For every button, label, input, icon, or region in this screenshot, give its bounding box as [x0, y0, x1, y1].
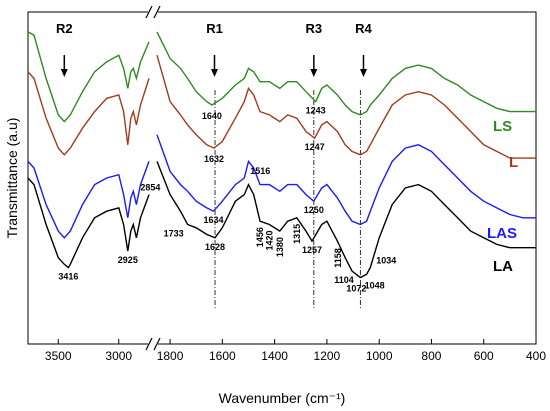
- series-line-l: [156, 55, 536, 159]
- region-label-r2: R2: [56, 21, 73, 36]
- series-line-l: [27, 71, 150, 156]
- x-tick-label: 400: [526, 349, 546, 363]
- peak-label: 1072: [346, 284, 366, 294]
- peak-label: 1048: [365, 280, 385, 290]
- series-label-l: L: [509, 154, 518, 171]
- series-line-las: [27, 160, 150, 239]
- peak-labels: 3416 2925 2854 1733 1628 1634 1632 1640 1516 1456…: [58, 106, 396, 294]
- peak-label: 1243: [306, 106, 326, 116]
- axis-break-marks: [145, 5, 161, 351]
- region-label-r4: R4: [355, 21, 372, 36]
- region-markers: R2 R1 R3 R4: [56, 21, 373, 77]
- peak-label: 1456: [255, 227, 265, 247]
- spectra-curves: [27, 31, 536, 279]
- peak-label: 1628: [205, 242, 225, 252]
- peak-label: 1420: [264, 230, 274, 250]
- axis-break-mark: [145, 337, 153, 351]
- x-tick-label: 1200: [314, 349, 341, 363]
- x-tick-label: 1000: [366, 349, 393, 363]
- x-axis-ticks: 3500 3000 1800 1600 1400 1200 1000 800 600 400: [45, 339, 546, 363]
- series-line-la: [156, 161, 536, 279]
- region-arrow-head: [359, 69, 367, 77]
- x-tick-label: 3500: [45, 349, 72, 363]
- series-label-las: LAS: [487, 225, 517, 242]
- axis-break-mark: [145, 5, 153, 19]
- axis-break-gap: [148, 6, 158, 18]
- peak-label: 1104: [334, 275, 354, 285]
- peak-label: 1250: [304, 205, 324, 215]
- peak-label: 1632: [204, 154, 224, 164]
- axis-break-mark: [153, 337, 161, 351]
- x-tick-label: 3000: [105, 349, 132, 363]
- axis-break-gap: [148, 338, 158, 350]
- x-tick-label: 600: [474, 349, 494, 363]
- axis-break-mark: [153, 5, 161, 19]
- series-label-la: LA: [493, 258, 513, 275]
- peak-label: 1257: [302, 245, 322, 255]
- peak-label: 1634: [203, 215, 223, 225]
- peak-label: 1516: [250, 166, 270, 176]
- region-label-r3: R3: [306, 21, 323, 36]
- region-arrow-head: [310, 69, 318, 77]
- series-line-ls: [156, 31, 536, 116]
- peak-label: 1640: [202, 111, 222, 121]
- peak-label: 3416: [58, 272, 78, 282]
- x-tick-label: 1600: [209, 349, 236, 363]
- region-label-r1: R1: [206, 21, 223, 36]
- peak-label: 2854: [140, 183, 160, 193]
- peak-label: 1158: [333, 248, 343, 268]
- peak-label: 1315: [292, 224, 302, 244]
- series-line-las: [156, 134, 536, 226]
- x-tick-label: 800: [421, 349, 441, 363]
- series-line-la: [27, 177, 150, 269]
- series-line-ls: [27, 31, 150, 123]
- peak-label: 1733: [164, 228, 184, 238]
- series-labels: LS L LAS LA: [487, 118, 518, 275]
- series-label-ls: LS: [493, 118, 512, 135]
- x-axis-title: Wavenumber (cm⁻¹): [219, 390, 346, 406]
- plot-frame: [27, 11, 537, 345]
- y-axis-title: Transmittance (a.u): [4, 118, 20, 239]
- peak-label: 1034: [376, 256, 396, 266]
- x-tick-label: 1400: [261, 349, 288, 363]
- region-arrow-head: [211, 69, 219, 77]
- peak-label: 1380: [275, 237, 285, 257]
- peak-label: 1247: [305, 142, 325, 152]
- peak-label: 2925: [118, 255, 138, 265]
- region-arrow-head: [60, 69, 68, 77]
- x-tick-label: 1800: [157, 349, 184, 363]
